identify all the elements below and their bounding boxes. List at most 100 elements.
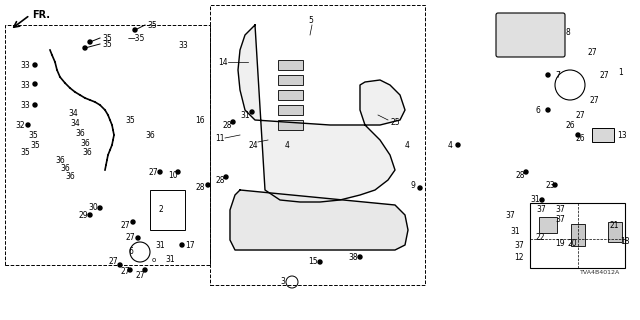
Text: 26: 26 [575,133,584,142]
Text: 20: 20 [567,239,577,249]
Circle shape [158,170,162,174]
Text: 35: 35 [28,131,38,140]
Circle shape [143,268,147,272]
Text: 27: 27 [600,70,610,79]
Text: 5: 5 [308,15,313,25]
Circle shape [358,255,362,259]
Text: 31: 31 [155,241,164,250]
Circle shape [318,260,322,264]
Text: 16: 16 [195,116,205,124]
Text: 6: 6 [128,247,133,257]
Text: 27: 27 [135,270,145,279]
Text: 22: 22 [535,234,545,243]
Text: 37: 37 [555,205,564,214]
Text: 33: 33 [20,60,29,69]
Text: 37: 37 [555,215,564,225]
Bar [278,105,303,115]
Text: 4: 4 [285,140,290,149]
Circle shape [206,183,210,187]
Text: 36: 36 [60,164,70,172]
Text: 21: 21 [610,220,620,229]
Text: 38: 38 [348,252,358,261]
Text: 35: 35 [147,20,157,29]
Text: 8: 8 [565,28,570,36]
Text: 31: 31 [240,110,250,119]
Text: 2: 2 [158,205,163,214]
Text: 35: 35 [20,148,29,156]
Bar [5,25,210,265]
Polygon shape [230,190,408,250]
Text: 27: 27 [148,167,157,177]
Circle shape [576,133,580,137]
Text: 34: 34 [68,108,77,117]
Circle shape [418,186,422,190]
Circle shape [546,73,550,77]
Text: 11: 11 [215,133,225,142]
Text: TVA4B4012A: TVA4B4012A [580,269,620,275]
Bar [608,222,622,242]
Text: 27: 27 [125,234,134,243]
Text: 32: 32 [15,121,24,130]
Text: 27: 27 [108,258,118,267]
Text: 36: 36 [65,172,75,180]
Text: 28: 28 [215,175,225,185]
Text: 33: 33 [20,100,29,109]
Text: 1: 1 [618,68,623,76]
Text: o: o [152,257,156,263]
Text: 30: 30 [88,204,98,212]
Text: 17: 17 [185,241,195,250]
Text: 27: 27 [590,95,600,105]
Circle shape [231,120,235,124]
Text: 36: 36 [80,139,90,148]
Text: 14: 14 [218,58,228,67]
Bar [278,90,303,100]
Text: 4: 4 [405,140,410,149]
Text: 37: 37 [536,205,546,214]
Text: 31: 31 [165,255,175,265]
Text: 36: 36 [82,148,92,156]
Circle shape [26,123,30,127]
Bar [278,75,303,85]
Text: 18: 18 [620,237,630,246]
Text: 4: 4 [448,140,453,149]
Circle shape [540,198,544,202]
Circle shape [98,206,102,210]
Text: 29: 29 [78,211,88,220]
Circle shape [33,82,37,86]
Text: 25: 25 [390,117,399,126]
Text: 10: 10 [168,171,178,180]
Text: 37: 37 [514,241,524,250]
Text: 36: 36 [75,129,84,138]
Text: 27: 27 [588,47,598,57]
Text: 27: 27 [120,268,130,276]
Text: 37: 37 [505,211,515,220]
Text: 19: 19 [555,239,564,249]
Text: 6: 6 [535,106,540,115]
Circle shape [88,213,92,217]
Text: 33: 33 [20,81,29,90]
Bar [210,5,425,285]
Circle shape [133,28,137,32]
Text: 13: 13 [617,131,627,140]
Text: 27: 27 [575,110,584,119]
Bar [571,224,585,246]
Text: 12: 12 [514,253,524,262]
Text: 23: 23 [545,180,555,189]
Circle shape [456,143,460,147]
Text: 35: 35 [102,39,112,49]
Text: 7: 7 [555,70,560,79]
Text: FR.: FR. [32,10,50,20]
Text: 3: 3 [280,277,285,286]
Text: 34: 34 [70,118,80,127]
Circle shape [83,46,87,50]
Circle shape [33,103,37,107]
Circle shape [128,268,132,272]
Text: 24: 24 [248,140,258,149]
Circle shape [224,175,228,179]
Text: 15: 15 [308,258,317,267]
Text: 28: 28 [222,121,232,130]
Circle shape [88,40,92,44]
Polygon shape [238,25,405,202]
Circle shape [524,170,528,174]
Bar [278,60,303,70]
